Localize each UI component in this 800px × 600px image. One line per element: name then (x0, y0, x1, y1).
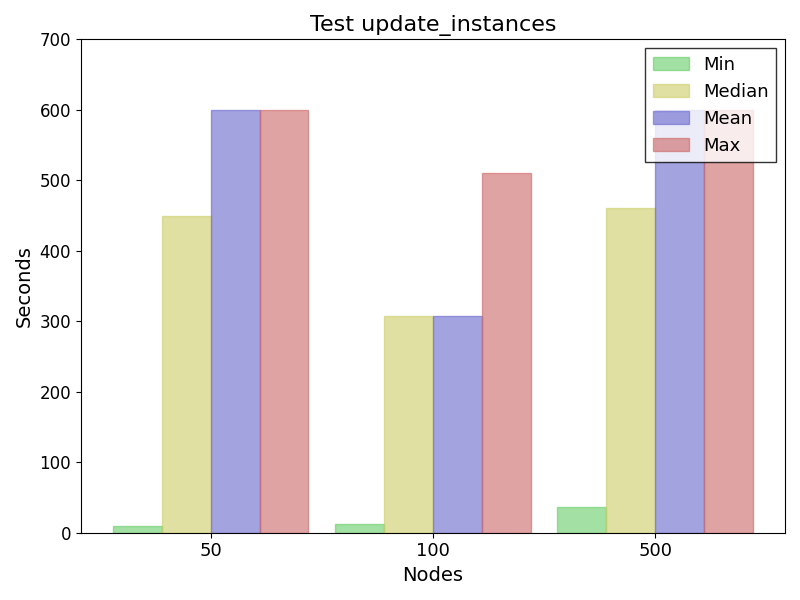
Bar (606, 208, 655, 533)
Title: Test update_instances: Test update_instances (310, 15, 556, 36)
Bar (433, 316, 482, 533)
Bar (335, 524, 384, 533)
Bar (655, 110, 704, 533)
Bar (384, 316, 433, 533)
Bar (558, 506, 606, 533)
Y-axis label: Seconds: Seconds (15, 245, 34, 327)
Bar (259, 110, 309, 533)
Legend: Min, Median, Mean, Max: Min, Median, Mean, Max (646, 49, 776, 162)
Bar (162, 215, 210, 533)
Bar (113, 526, 162, 533)
Bar (704, 110, 753, 533)
Bar (482, 173, 530, 533)
Bar (210, 110, 259, 533)
X-axis label: Nodes: Nodes (402, 566, 463, 585)
